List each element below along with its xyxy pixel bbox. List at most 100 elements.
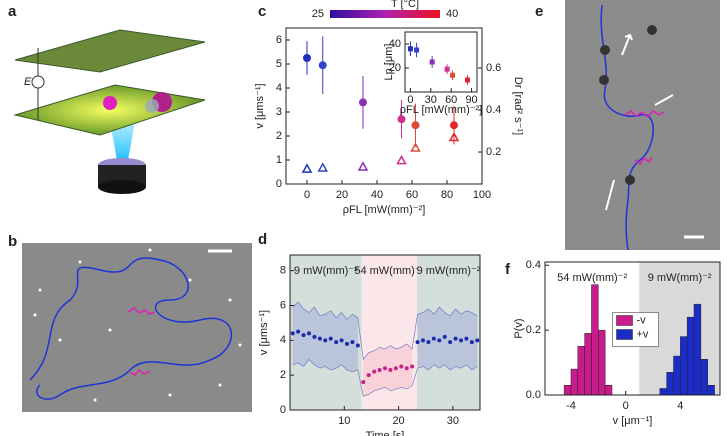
x-tick-label: 80 <box>441 189 453 201</box>
x-tick-label: 30 <box>447 415 459 427</box>
colorbar-title: T [°C] <box>391 0 419 10</box>
plot-frame <box>404 31 478 93</box>
bar <box>659 388 667 396</box>
legend-swatch <box>616 315 633 326</box>
y-axis-label: P(v) <box>513 318 525 338</box>
point <box>303 54 311 62</box>
point <box>442 334 447 339</box>
y-tick-label: 0.2 <box>526 324 541 336</box>
y2-tick-label: 0.4 <box>486 104 501 116</box>
y2-tick-label: 0.6 <box>486 62 501 74</box>
bar <box>693 303 702 396</box>
point <box>450 121 458 130</box>
bar <box>598 329 606 396</box>
y-tick-label: 0.4 <box>526 259 541 271</box>
legend-swatch <box>616 329 633 340</box>
panel-label: f <box>505 261 511 278</box>
y-tick-label: 2 <box>276 130 282 142</box>
bar <box>680 336 688 396</box>
y-tick-label: 6 <box>276 34 282 46</box>
point <box>290 331 295 336</box>
band <box>417 307 478 370</box>
bar <box>584 333 592 396</box>
point <box>372 369 377 374</box>
point <box>397 115 406 124</box>
y-tick-label: 0.0 <box>526 389 541 401</box>
point <box>450 72 456 78</box>
point <box>359 98 367 107</box>
y-tick-label: 40 <box>389 38 401 50</box>
point <box>475 338 480 343</box>
panel-label: c <box>258 3 266 20</box>
colorbar-tick-label: 40 <box>446 8 458 20</box>
x-tick-label: 20 <box>336 189 348 201</box>
annotation: 54 mW(mm)⁻² <box>557 272 627 284</box>
bar <box>686 316 695 396</box>
x-tick-label: 30 <box>425 94 437 106</box>
point <box>393 366 398 371</box>
point <box>410 364 415 369</box>
bar <box>563 385 572 396</box>
inset-bg <box>405 32 477 92</box>
point <box>469 340 474 345</box>
bar <box>570 368 579 396</box>
point <box>407 46 413 52</box>
x-tick-label: 40 <box>371 189 383 201</box>
point <box>444 66 450 72</box>
x-tick-label: 60 <box>445 94 457 106</box>
y-tick-label: 5 <box>276 58 282 70</box>
point <box>404 366 409 371</box>
band-edge <box>292 359 478 397</box>
y-tick-label: 20 <box>389 62 401 74</box>
panel-label: e <box>535 3 543 20</box>
point <box>410 142 421 152</box>
point <box>415 340 420 345</box>
panel-label: d <box>258 231 267 248</box>
point <box>301 163 313 173</box>
band-edge <box>292 301 478 361</box>
y-tick-label: 0 <box>280 404 286 416</box>
colorbar <box>330 10 440 18</box>
point <box>350 340 355 345</box>
x-axis-label: v [μm⁻¹] <box>613 415 653 427</box>
x-tick-label: 60 <box>406 189 418 201</box>
point <box>301 333 306 338</box>
annotation: 9 mW(mm)⁻² <box>417 265 481 277</box>
bar <box>604 385 613 396</box>
legend-label: -v <box>637 314 647 326</box>
x-axis-label: Time [s] <box>366 430 405 436</box>
point <box>312 334 317 339</box>
y-tick-label: 6 <box>280 299 286 311</box>
point <box>317 336 322 341</box>
point <box>296 329 301 334</box>
y-tick-label: 4 <box>276 82 282 94</box>
annotation: 54 mW(mm)⁻² <box>354 265 424 277</box>
point <box>399 364 404 369</box>
point <box>361 380 366 385</box>
point <box>437 338 442 343</box>
band <box>363 343 413 397</box>
x-tick-label: 10 <box>338 415 350 427</box>
diagram-label: E <box>24 76 32 88</box>
point <box>334 340 339 345</box>
micrograph-e <box>565 0 720 251</box>
x-tick-label: 90 <box>465 94 477 106</box>
x-tick-label: 0 <box>623 400 629 412</box>
y-tick-label: 3 <box>276 106 282 118</box>
x-tick-label: 0 <box>407 94 413 106</box>
point <box>453 336 458 341</box>
annotation: 9 mW(mm)⁻² <box>648 272 712 284</box>
micrograph-b <box>22 243 252 412</box>
point <box>396 154 407 165</box>
plot-frame <box>289 254 481 411</box>
y2-axis-label: Dr [rad² s⁻¹] <box>512 77 524 135</box>
band <box>292 302 358 372</box>
point <box>411 121 420 130</box>
bar <box>707 385 715 396</box>
point <box>421 338 425 343</box>
bar <box>673 355 681 396</box>
x-axis-label: ρFL [mW(mm)⁻²] <box>400 104 483 116</box>
bar <box>577 346 585 396</box>
bar <box>700 359 708 396</box>
